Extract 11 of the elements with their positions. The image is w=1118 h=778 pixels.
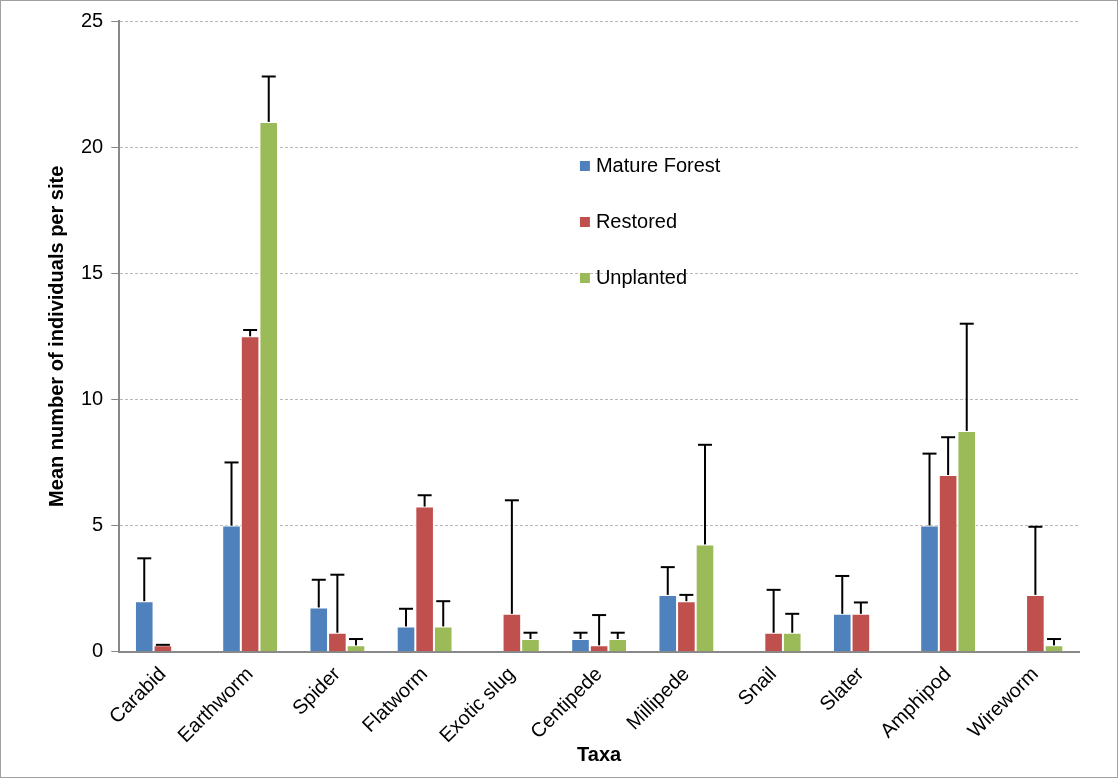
y-tick-label: 10 [81, 386, 104, 409]
legend-label: Restored [595, 209, 678, 232]
y-tick-label: 0 [92, 639, 104, 662]
y-tick-label: 5 [92, 513, 104, 536]
y-tick-label: 20 [81, 134, 104, 157]
legend-label: Mature Forest [595, 153, 721, 176]
y-axis-title: Mean number of individuals per site [44, 165, 67, 507]
y-tick-label: 15 [81, 260, 104, 283]
legend-label: Unplanted [595, 265, 688, 288]
x-axis-title: Taxa [577, 742, 623, 765]
y-tick-label: 25 [81, 8, 104, 31]
